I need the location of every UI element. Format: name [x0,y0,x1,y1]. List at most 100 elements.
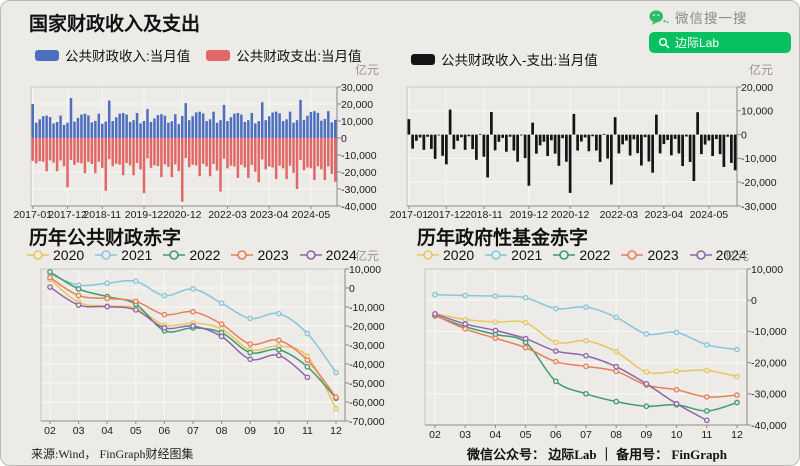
svg-text:0: 0 [349,283,355,295]
svg-text:-50,000: -50,000 [349,378,385,390]
svg-text:2017-12: 2017-12 [427,209,466,221]
svg-text:-40,000: -40,000 [349,359,385,371]
unit-label-pubdef: 亿元 [354,249,379,263]
svg-text:-60,000: -60,000 [349,397,385,409]
legend-item[interactable]: 2022 [553,247,610,263]
legend-line-marker-icon [95,250,118,260]
svg-text:12: 12 [330,425,342,437]
svg-text:2024-05: 2024-05 [690,209,729,221]
unit-label-balance: 亿元 [748,63,773,77]
legend-label: 公共财政支出:当月值 [236,49,362,64]
legend-item[interactable]: 2024 [299,247,357,263]
legend-item[interactable]: 2024 [689,247,747,263]
legend-item[interactable]: 公共财政支出:当月值 [206,45,362,65]
svg-text:-30,000: -30,000 [751,389,787,401]
svg-text:06: 06 [159,425,171,437]
svg-text:08: 08 [610,429,622,441]
legend-item[interactable]: 2021 [95,247,152,263]
svg-text:-20,000: -20,000 [751,357,787,369]
svg-text:-20,000: -20,000 [741,177,777,189]
legend-item[interactable]: 2020 [417,247,474,263]
svg-text:2020-12: 2020-12 [551,209,590,221]
svg-text:-40,000: -40,000 [341,201,377,213]
svg-text:-70,000: -70,000 [349,416,385,428]
svg-text:02: 02 [429,429,441,441]
legend-label: 公共财政收入:当月值 [65,49,191,64]
svg-text:20,000: 20,000 [741,82,773,94]
svg-text:0: 0 [751,295,757,307]
svg-text:10: 10 [273,425,285,437]
legend-public-deficit: 2020 2021 2022 2023 2024 [27,247,368,263]
fiscal-balance-bar-chart: 20,000 10,000 0 -10,000 -20,000 -30,000 2017-0… [390,82,777,221]
svg-text:12: 12 [731,429,743,441]
legend-swatch [411,53,435,65]
svg-text:10,000: 10,000 [751,264,783,276]
svg-text:-20,000: -20,000 [349,321,385,333]
legend-label: 2020 [53,247,85,263]
legend-line-marker-icon [231,250,254,260]
svg-text:2017-12: 2017-12 [48,209,87,221]
legend-balance: 公共财政收入-支出:当月值 [411,49,614,69]
svg-text:03: 03 [73,425,85,437]
svg-text:10,000: 10,000 [741,106,773,118]
svg-text:-30,000: -30,000 [341,184,377,196]
svg-text:06: 06 [550,429,562,441]
svg-text:03: 03 [459,429,471,441]
legend-item[interactable]: 2023 [621,247,679,263]
source-note: 来源:Wind， FinGraph财经图集 [31,447,194,461]
svg-text:2018-11: 2018-11 [465,209,503,221]
legend-line-marker-icon [417,250,439,260]
svg-text:2022-03: 2022-03 [600,209,639,221]
legend-item[interactable]: 公共财政收入-支出:当月值 [411,49,598,69]
legend-line-marker-icon [621,250,644,260]
svg-text:05: 05 [520,429,532,441]
svg-text:2020-12: 2020-12 [163,209,202,221]
legend-item[interactable]: 公共财政收入:当月值 [35,45,190,65]
legend-line-marker-icon [299,250,322,260]
legend-swatch [206,49,231,61]
svg-text:05: 05 [130,425,142,437]
svg-text:08: 08 [216,425,228,437]
svg-text:2017-01: 2017-01 [390,209,429,221]
wechat-search-button[interactable]: 边际Lab [649,32,791,53]
legend-fund-deficit: 2020 2021 2022 2023 2024 [417,247,758,263]
legend-item[interactable]: 2020 [27,247,84,263]
unit-label-funddef: 亿元 [724,249,749,263]
legend-label: 2022 [579,247,611,263]
legend-line-marker-icon [689,250,712,260]
legend-swatch [35,49,59,61]
svg-text:-10,000: -10,000 [741,153,777,165]
svg-text:07: 07 [580,429,592,441]
svg-text:-10,000: -10,000 [751,326,787,338]
search-icon [658,37,670,48]
legend-label: 2020 [443,247,475,263]
legend-label: 2024 [715,247,747,263]
legend-item[interactable]: 2022 [163,247,220,263]
svg-text:2022-03: 2022-03 [208,209,247,221]
fund-deficit-line-chart: 10,000 0 -10,000 -20,000 -30,000 -40,000 02 03 0… [424,264,787,441]
legend-line-marker-icon [485,250,508,260]
legend-label: 2023 [647,247,679,263]
legend-label: 2021 [511,247,543,263]
svg-text:2023-04: 2023-04 [645,209,684,221]
section-title-fund-deficit: 历年政府性基金赤字 [417,228,589,249]
legend-label: 2024 [325,247,357,263]
svg-text:10,000: 10,000 [349,264,381,276]
legend-line-marker-icon [553,250,576,260]
legend-item[interactable]: 2023 [231,247,289,263]
svg-text:0: 0 [741,129,747,141]
wechat-search-row: 微信搜一搜 [649,7,791,27]
svg-text:-20,000: -20,000 [341,167,377,179]
wechat-button-label: 边际Lab [675,36,720,50]
legend-item[interactable]: 2021 [485,247,542,263]
svg-text:2017-01: 2017-01 [13,209,52,221]
legend-label: 2022 [189,247,221,263]
section-title-public-deficit: 历年公共财政赤字 [29,228,182,249]
legend-label: 2021 [121,247,153,263]
wechat-logo-icon [649,9,669,25]
legend-fiscal: 公共财政收入:当月值 公共财政支出:当月值 [35,45,378,65]
svg-text:2023-04: 2023-04 [250,209,289,221]
svg-text:0: 0 [341,133,347,145]
svg-text:-30,000: -30,000 [349,340,385,352]
